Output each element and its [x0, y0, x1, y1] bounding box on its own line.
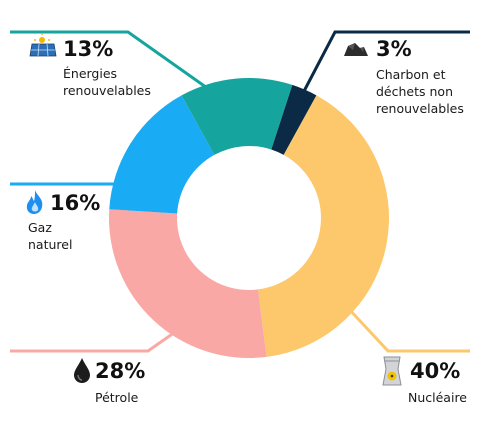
label-coal-line3: renouvelables: [376, 101, 464, 116]
slice-gas: [109, 95, 215, 214]
label-coal-line1: Charbon et: [376, 67, 446, 82]
nuclear-plant-icon: [382, 356, 402, 386]
slice-nuclear: [258, 95, 390, 357]
leader-lines: [10, 30, 470, 353]
slice-coal: [271, 84, 317, 155]
pct-renewables: 13%: [63, 37, 113, 61]
leader-line-nuclear: [346, 306, 470, 353]
leader-line-oil: [10, 328, 179, 353]
label-gas-line2: naturel: [28, 237, 72, 252]
label-coal-line2: déchets non: [376, 84, 453, 99]
pct-oil: 28%: [95, 359, 145, 383]
gas-flame-icon: [26, 190, 43, 214]
pct-nuclear: 40%: [410, 359, 460, 383]
slice-renewables: [181, 77, 293, 155]
label-renewables-line1: Énergies: [63, 66, 117, 81]
coal-icon: [344, 43, 368, 56]
leader-line-renewables: [10, 30, 211, 92]
donut-slices: [108, 77, 390, 358]
pct-coal: 3%: [376, 37, 412, 61]
oil-drop-icon: [74, 358, 90, 383]
label-gas-line1: Gaz: [28, 220, 52, 235]
slice-oil: [108, 209, 267, 358]
solar-panel-icon: [29, 33, 57, 57]
label-renewables-line2: renouvelables: [63, 83, 151, 98]
label-nuclear: Nucléaire: [408, 390, 467, 405]
leader-line-coal: [300, 30, 470, 96]
pct-gas: 16%: [50, 191, 100, 215]
label-oil: Pétrole: [95, 390, 139, 405]
